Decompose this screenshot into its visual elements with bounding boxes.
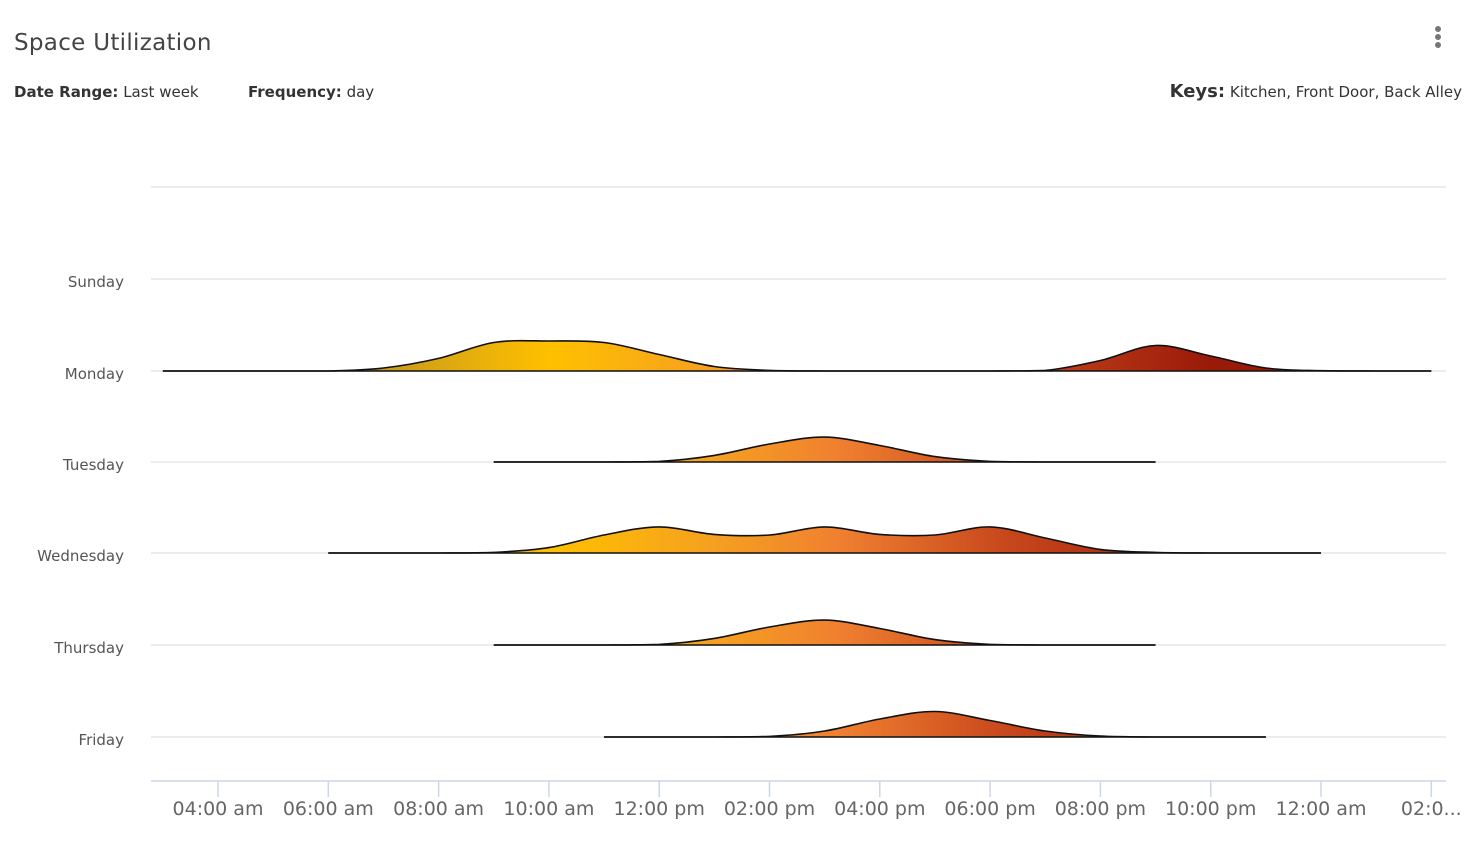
date-range-value: Last week [123, 83, 199, 101]
date-range: Date Range: Last week [14, 83, 199, 101]
frequency-label: Frequency: [248, 83, 342, 101]
y-tick-label: Sunday [68, 273, 124, 291]
x-tick-label: 08:00 pm [1055, 798, 1146, 820]
x-tick-label: 04:00 pm [834, 798, 925, 820]
y-tick-label: Tuesday [62, 456, 124, 474]
x-tick-label: 10:00 am [503, 798, 594, 820]
y-tick-label: Thursday [53, 639, 124, 657]
x-tick-label: 04:00 am [173, 798, 264, 820]
x-tick-label: 12:00 am [1276, 798, 1367, 820]
x-tick-label: 02:00 pm [724, 798, 815, 820]
x-tick-label: 10:00 pm [1165, 798, 1256, 820]
chart-title: Space Utilization [14, 30, 212, 56]
x-tick-label: 06:00 pm [944, 798, 1035, 820]
ridge-area-wednesday [328, 526, 1321, 553]
frequency: Frequency: day [248, 83, 374, 101]
ridge-area-thursday [493, 620, 1156, 645]
date-range-label: Date Range: [14, 83, 119, 101]
y-tick-label: Wednesday [37, 547, 124, 565]
ridge-area-monday [162, 340, 1432, 371]
ridge-area-friday [604, 711, 1266, 737]
x-tick-label: 06:00 am [283, 798, 374, 820]
y-tick-label: Friday [79, 731, 125, 749]
ridge-area-tuesday [493, 437, 1156, 462]
x-tick-label: 02:0... [1401, 798, 1462, 820]
x-tick-label: 08:00 am [393, 798, 484, 820]
keys: Keys: Kitchen, Front Door, Back Alley [1170, 81, 1462, 102]
y-tick-label: Monday [65, 365, 124, 383]
keys-label: Keys: [1169, 81, 1226, 102]
keys-value: Kitchen, Front Door, Back Alley [1229, 83, 1462, 101]
frequency-value: day [346, 83, 375, 101]
x-tick-label: 12:00 pm [614, 798, 705, 820]
more-vertical-icon[interactable] [1432, 26, 1444, 52]
